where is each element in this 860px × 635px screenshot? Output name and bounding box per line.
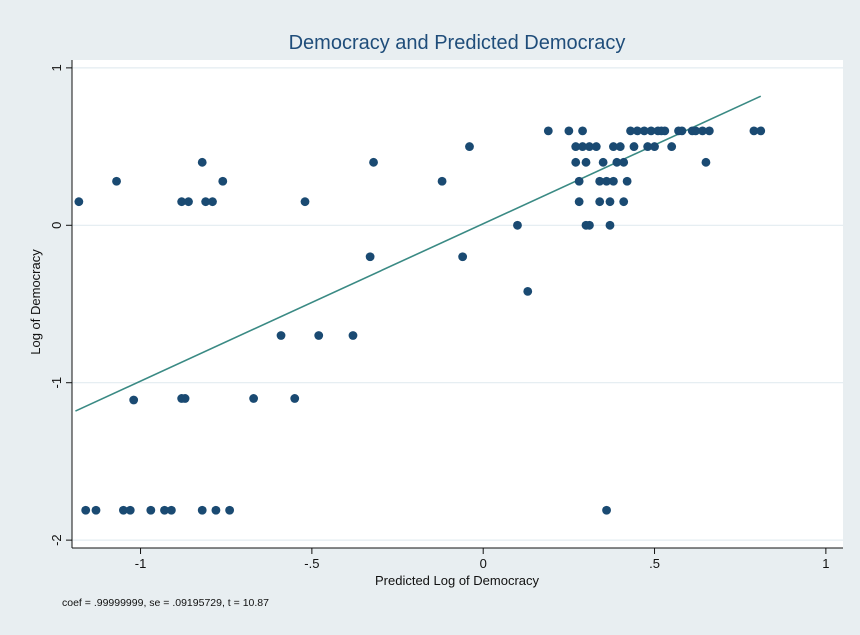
data-point	[646, 126, 656, 136]
data-point	[622, 176, 632, 186]
data-point	[225, 505, 235, 515]
data-point	[197, 505, 207, 515]
data-point	[513, 220, 522, 230]
data-point	[129, 395, 139, 405]
data-point	[201, 197, 211, 207]
data-point	[348, 331, 358, 340]
x-tick-label: .5	[649, 556, 660, 571]
data-point	[660, 126, 670, 136]
y-tick-label: 0	[49, 222, 64, 229]
chart-title: Democracy and Predicted Democracy	[289, 32, 626, 54]
data-point	[578, 126, 587, 136]
data-point	[704, 126, 714, 136]
axes: -1 -.5 0 .5 1 1 0 -1 -2	[49, 60, 843, 571]
data-point	[160, 505, 169, 515]
data-point	[677, 126, 687, 136]
data-points	[74, 126, 766, 515]
data-point	[523, 287, 533, 296]
data-point	[585, 142, 594, 151]
data-point	[74, 197, 84, 207]
data-point	[300, 197, 310, 207]
data-point	[119, 505, 128, 515]
data-point	[249, 394, 259, 403]
regression-note: coef = .99999999, se = .09195729, t = 10…	[62, 597, 269, 609]
data-point	[619, 157, 629, 167]
data-point	[578, 142, 587, 151]
data-point	[595, 197, 605, 207]
data-point	[602, 176, 611, 186]
data-point	[365, 252, 375, 262]
y-tick-label: -2	[49, 534, 64, 546]
y-tick-label: -1	[49, 377, 64, 389]
data-point	[698, 126, 707, 136]
data-point	[609, 142, 618, 151]
data-point	[574, 176, 584, 186]
data-point	[595, 176, 605, 186]
data-point	[458, 252, 468, 262]
data-point	[650, 142, 659, 151]
x-axis-label: Predicted Log of Democracy	[375, 573, 540, 588]
data-point	[437, 176, 447, 186]
data-point	[591, 142, 601, 151]
data-point	[701, 157, 711, 167]
gridlines	[72, 67, 843, 541]
data-point	[667, 142, 677, 151]
data-point	[211, 505, 221, 515]
data-point	[756, 126, 766, 136]
data-point	[626, 126, 635, 136]
data-point	[276, 331, 286, 340]
data-point	[91, 505, 101, 515]
x-tick-label: -1	[135, 556, 147, 571]
x-tick-label: 0	[480, 556, 487, 571]
data-point	[208, 197, 217, 207]
data-point	[615, 142, 625, 151]
data-point	[639, 126, 649, 136]
data-point	[112, 176, 121, 186]
data-point	[691, 126, 701, 136]
y-tick-label: 1	[49, 64, 64, 71]
data-point	[314, 331, 324, 340]
data-point	[290, 394, 300, 403]
data-point	[633, 126, 642, 136]
x-tick-label: 1	[822, 556, 829, 571]
data-point	[218, 176, 228, 186]
data-point	[184, 197, 193, 207]
data-point	[749, 126, 759, 136]
data-point	[81, 505, 91, 515]
data-point	[571, 142, 581, 151]
data-point	[598, 157, 608, 167]
data-point	[581, 157, 591, 167]
data-point	[543, 126, 553, 136]
data-point	[629, 142, 639, 151]
data-point	[125, 505, 135, 515]
plot-area	[72, 60, 843, 548]
data-point	[585, 220, 594, 230]
data-point	[197, 157, 207, 167]
data-point	[574, 197, 584, 207]
data-point	[369, 157, 378, 167]
data-point	[166, 505, 176, 515]
data-point	[602, 505, 611, 515]
data-point	[605, 197, 615, 207]
data-point	[465, 142, 474, 151]
data-point	[146, 505, 156, 515]
data-point	[180, 394, 190, 403]
data-point	[619, 197, 629, 207]
x-tick-label: -.5	[304, 556, 319, 571]
data-point	[612, 157, 622, 167]
data-point	[605, 220, 615, 230]
data-point	[177, 197, 187, 207]
data-point	[571, 157, 581, 167]
y-axis-label: Log of Democracy	[28, 249, 43, 355]
data-point	[564, 126, 574, 136]
data-point	[609, 176, 618, 186]
data-point	[643, 142, 653, 151]
